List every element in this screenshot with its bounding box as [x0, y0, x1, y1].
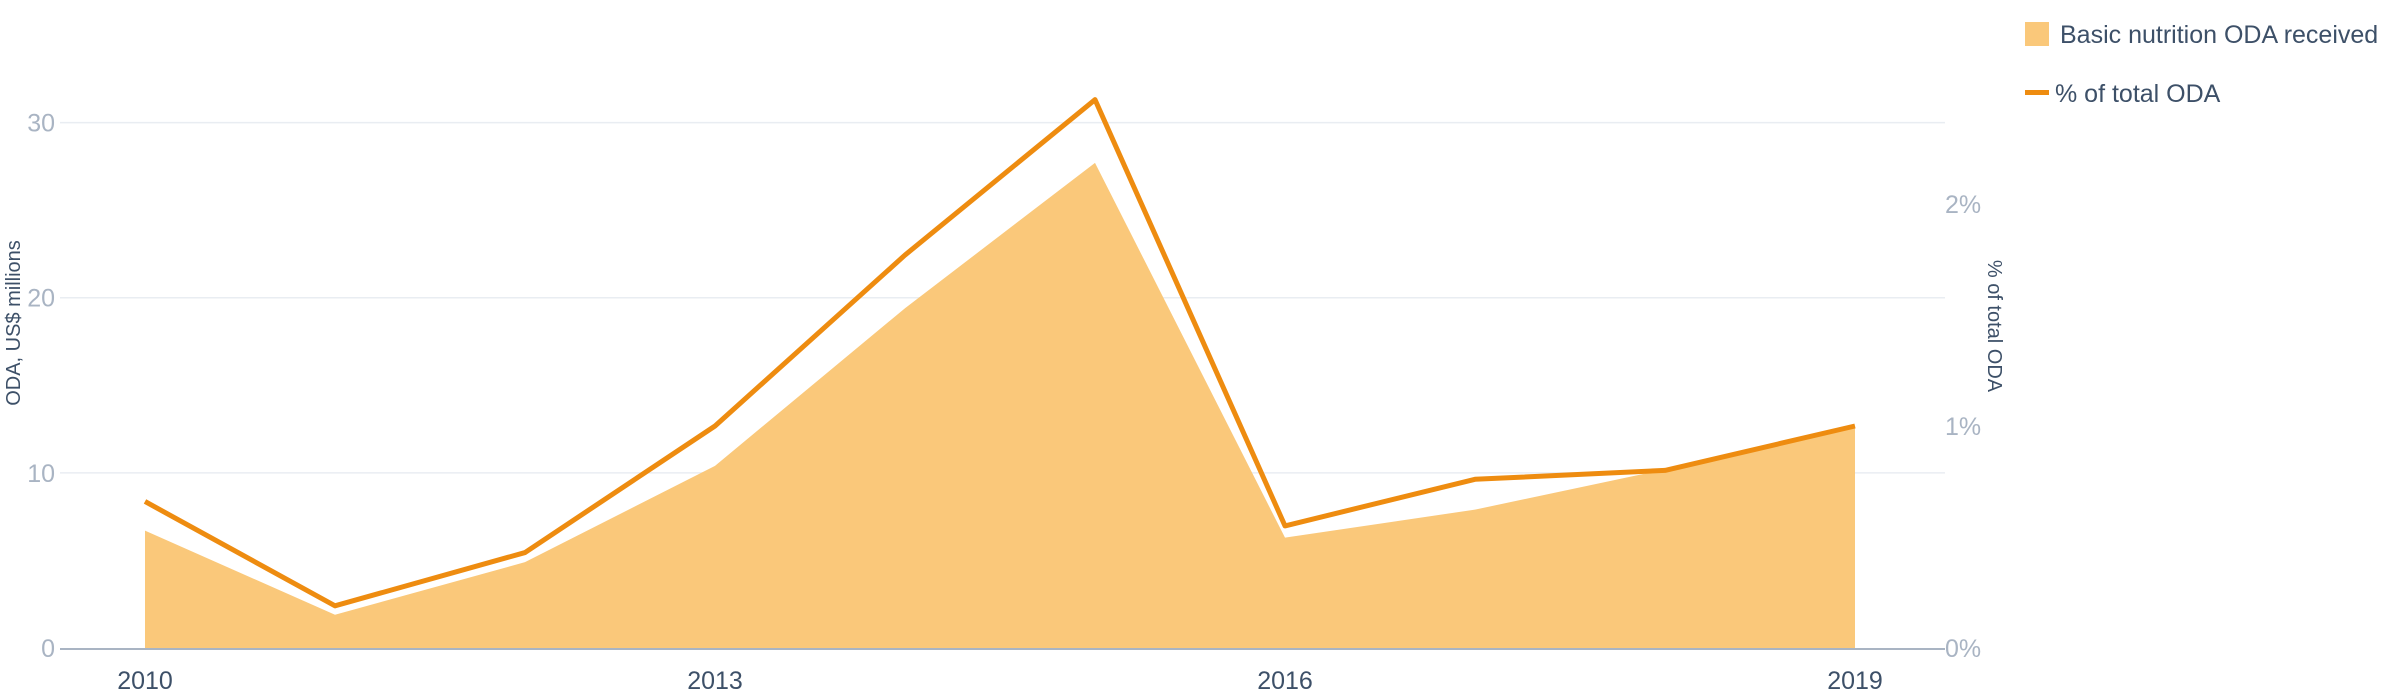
x-tick-label: 2016 [1257, 667, 1313, 695]
area-series-basic-nutrition [145, 162, 1855, 648]
legend-item-line[interactable]: % of total ODA [2025, 80, 2221, 108]
x-axis-ticks: 2010 2013 2016 2019 [117, 667, 1883, 695]
left-tick-label: 20 [27, 285, 55, 313]
legend-swatch-line [2025, 90, 2049, 95]
y-axis-title: ODA, US$ millions [3, 240, 25, 406]
line-layer [143, 97, 1856, 609]
left-axis-ticks: 0 10 20 30 [27, 110, 55, 663]
right-axis-ticks: 0% 1% 2% [1945, 191, 1981, 663]
legend-label-area: Basic nutrition ODA received [2060, 21, 2378, 49]
legend-swatch-area [2025, 22, 2049, 46]
legend-label-line: % of total ODA [2055, 80, 2221, 108]
line-series-percent-total [143, 97, 1856, 609]
legend: Basic nutrition ODA received % of total … [2025, 21, 2378, 108]
right-tick-label: 0% [1945, 635, 1981, 663]
right-tick-label: 1% [1945, 413, 1981, 441]
area-layer [145, 162, 1855, 648]
left-tick-label: 10 [27, 460, 55, 488]
x-tick-label: 2019 [1827, 667, 1883, 695]
left-tick-label: 0 [41, 635, 55, 663]
y2-axis-title: % of total ODA [1983, 260, 2005, 393]
left-tick-label: 30 [27, 110, 55, 138]
right-tick-label: 2% [1945, 191, 1981, 219]
legend-item-area[interactable]: Basic nutrition ODA received [2025, 21, 2378, 49]
x-tick-label: 2010 [117, 667, 173, 695]
x-tick-label: 2013 [687, 667, 743, 695]
